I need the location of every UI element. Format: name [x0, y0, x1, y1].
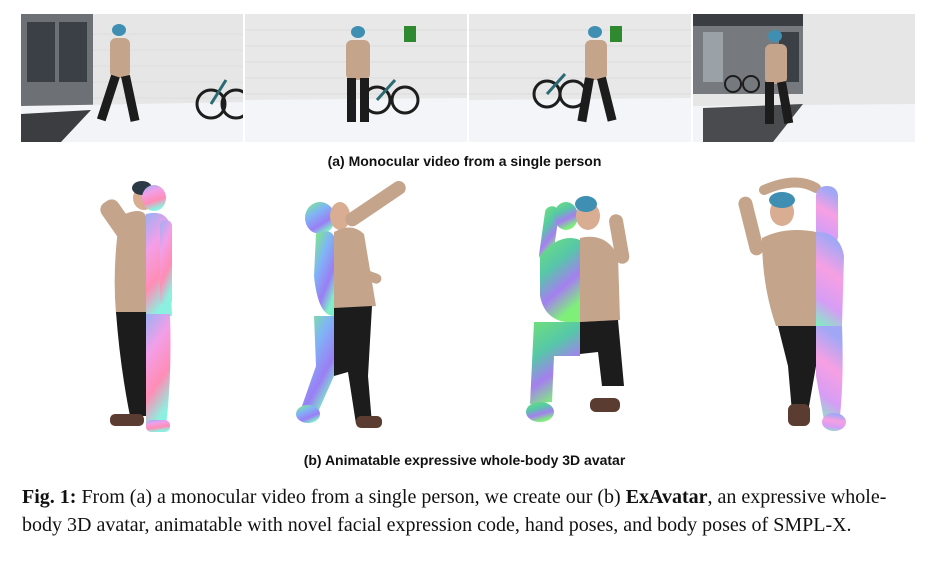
- frame-4-image: [693, 14, 915, 142]
- subcaption-a: (a) Monocular video from a single person: [327, 153, 602, 169]
- method-name: ExAvatar: [625, 486, 708, 508]
- frame-3-image: [469, 14, 691, 142]
- video-frame-4: [693, 14, 915, 142]
- frame-1-image: [21, 14, 243, 142]
- caption-text-after: , an expressive whole-body 3D avatar, an…: [22, 486, 887, 536]
- avatar-1-figure: [100, 181, 172, 432]
- avatar-render-3: [494, 176, 674, 448]
- video-frame-2: [245, 14, 467, 142]
- video-frame-1: [21, 14, 243, 142]
- video-frame-3: [469, 14, 691, 142]
- figure-caption: Fig. 1: From (a) a monocular video from …: [22, 483, 917, 539]
- avatar-render-1: [50, 176, 230, 448]
- avatar-render-2: [272, 176, 452, 448]
- avatar-render-4: [716, 176, 896, 448]
- caption-text-before: From (a) a monocular video from a single…: [76, 486, 626, 508]
- avatar-4-figure: [738, 177, 846, 431]
- frame-2-image: [245, 14, 467, 142]
- avatar-2-figure: [296, 181, 406, 428]
- figure-label: Fig. 1:: [22, 486, 77, 508]
- avatar-renders: [0, 176, 929, 448]
- video-frames-strip: [21, 14, 915, 142]
- avatar-3-figure: [526, 196, 630, 422]
- subcaption-b: (b) Animatable expressive whole-body 3D …: [303, 452, 626, 468]
